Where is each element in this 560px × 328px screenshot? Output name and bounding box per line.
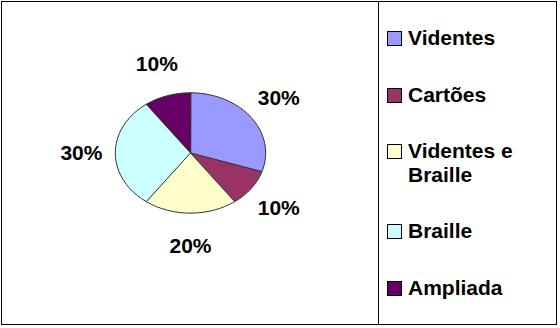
svg-text:10%: 10% xyxy=(258,196,300,219)
svg-text:20%: 20% xyxy=(169,234,211,257)
html-text:Ampliada: Ampliada xyxy=(408,275,503,299)
svg-text:10%: 10% xyxy=(136,52,178,75)
html-text:Videntes: Videntes xyxy=(408,26,496,50)
html-text:Videntes e Braille: Videntes e Braille xyxy=(408,139,513,186)
html-text:Braille: Braille xyxy=(408,219,473,243)
html-text:Cartões: Cartões xyxy=(408,82,487,106)
svg-text:30%: 30% xyxy=(258,86,300,109)
svg-text:30%: 30% xyxy=(60,141,102,164)
